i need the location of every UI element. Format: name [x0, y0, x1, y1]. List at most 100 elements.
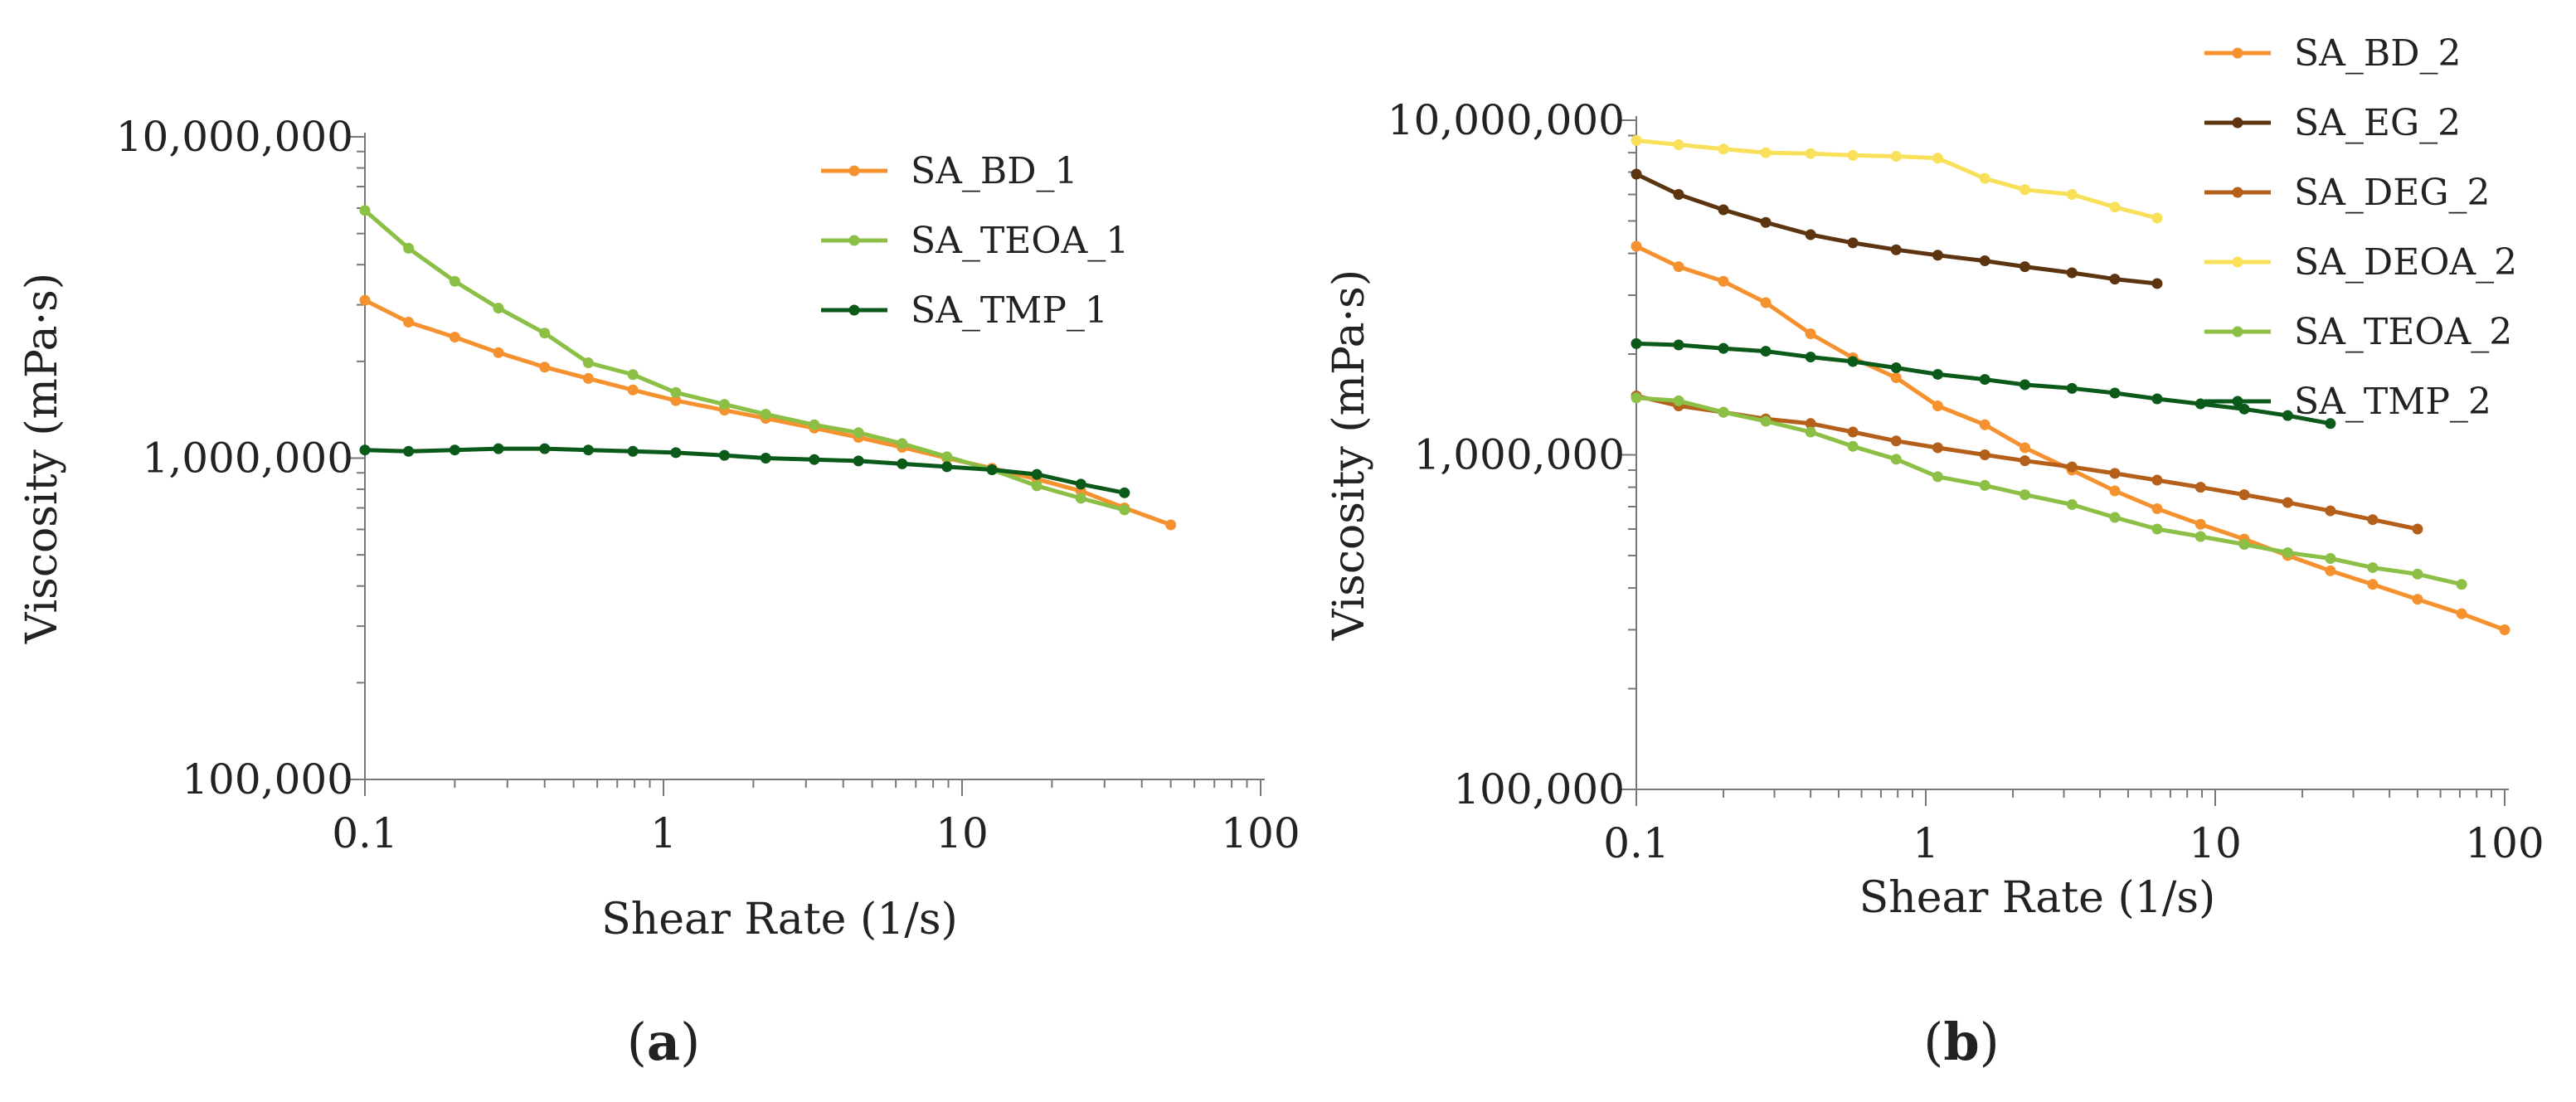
data-point [1119, 487, 1130, 498]
data-point [2325, 505, 2336, 517]
x-tick-label: 0.1 [1603, 819, 1670, 867]
data-point [403, 242, 415, 254]
data-point [1847, 237, 1859, 249]
series-line [1636, 396, 2462, 587]
legend-label: SA_DEG_2 [2294, 172, 2490, 214]
data-point [2066, 382, 2078, 394]
data-point [2367, 579, 2379, 590]
data-point [1932, 153, 1943, 164]
data-point [2066, 461, 2078, 473]
legend-label: SA_TMP_2 [2294, 381, 2491, 423]
chart-panel-a: 100,000 1,000,000 10,000,000 0.1 1 10 100 Shear… [17, 113, 1300, 1072]
data-point [1760, 216, 1772, 228]
data-point [1805, 426, 1816, 438]
data-point [1805, 352, 1816, 363]
legend: SA_BD_2 SA_EG_2 SA_DEG_2 SA_DEOA_2 SA_TEOA_2… [2204, 32, 2517, 423]
x-tick-label: 100 [2465, 819, 2544, 867]
legend-item: SA_DEG_2 [2204, 172, 2490, 214]
legend-item: SA_BD_1 [821, 150, 1078, 192]
data-point [1031, 468, 1043, 480]
data-point [2151, 212, 2163, 224]
data-point [1805, 418, 1816, 430]
data-point [2456, 579, 2467, 590]
legend-item: SA_TEOA_2 [2204, 311, 2512, 353]
series-line [364, 446, 1125, 495]
series-SA_DEOA_2 [1631, 134, 2163, 224]
data-point [1890, 435, 1902, 447]
y-tick-label: 100,000 [182, 755, 353, 803]
data-point [582, 357, 594, 369]
data-point [2066, 499, 2078, 511]
data-point [1718, 406, 1729, 418]
data-point [1979, 449, 1990, 460]
data-point [1932, 442, 1943, 454]
x-tick-label: 10 [936, 809, 989, 857]
data-point [760, 453, 771, 464]
data-point [2499, 624, 2510, 635]
data-point [1673, 139, 1684, 151]
data-point [539, 328, 551, 339]
data-point [853, 427, 864, 439]
data-point [1718, 143, 1729, 155]
data-point [403, 445, 415, 457]
data-point [2456, 608, 2467, 619]
y-axis-label: Viscosity (mPa·s) [1324, 269, 1374, 641]
data-point [1979, 479, 1990, 491]
data-point [2109, 201, 2121, 213]
legend-marker [2232, 256, 2243, 268]
data-point [2238, 538, 2250, 550]
legend-marker [2232, 326, 2243, 337]
data-point [493, 347, 504, 358]
data-point [1847, 149, 1859, 161]
data-point [582, 444, 594, 456]
panel-caption: (b) [1923, 1012, 2000, 1072]
data-point [1847, 356, 1859, 367]
data-point [582, 372, 594, 384]
data-point [359, 294, 371, 306]
x-tick-label: 1 [1913, 819, 1939, 867]
data-point [449, 275, 460, 287]
data-point [670, 386, 682, 398]
legend-label: SA_TMP_1 [911, 289, 1108, 332]
legend-marker [848, 235, 860, 246]
data-point [2325, 565, 2336, 576]
legend-label: SA_TEOA_2 [2294, 311, 2512, 353]
legend-label: SA_TEOA_1 [911, 220, 1129, 262]
legend-item: SA_EG_2 [2204, 102, 2461, 144]
legend-marker [2232, 117, 2243, 129]
data-point [718, 449, 730, 461]
data-point [1932, 250, 1943, 261]
legend-item: SA_TMP_1 [821, 289, 1108, 332]
data-point [2019, 184, 2031, 196]
y-axis-label: Viscosity (mPa·s) [17, 273, 67, 644]
data-point [2109, 512, 2121, 523]
legend: SA_BD_1 SA_TEOA_1 SA_TMP_1 [821, 150, 1129, 332]
y-tick-label: 100,000 [1453, 765, 1625, 813]
series-SA_TMP_1 [359, 443, 1130, 498]
data-point [1979, 172, 1990, 184]
data-point [2019, 455, 2031, 467]
data-point [1890, 454, 1902, 465]
data-point [2019, 489, 2031, 501]
legend-marker [2232, 396, 2243, 407]
data-point [627, 369, 639, 381]
data-point [539, 443, 551, 454]
data-point [2066, 267, 2078, 279]
data-point [1760, 147, 1772, 158]
data-point [1932, 368, 1943, 380]
data-point [1760, 346, 1772, 357]
x-tick-label: 0.1 [332, 809, 398, 857]
data-point [2194, 518, 2206, 530]
data-point [1031, 480, 1043, 492]
data-point [1890, 244, 1902, 255]
data-point [2238, 403, 2250, 415]
data-point [897, 438, 908, 449]
data-point [2109, 485, 2121, 497]
series-SA_TEOA_2 [1631, 392, 2467, 590]
data-point [2367, 562, 2379, 574]
data-point [2282, 546, 2293, 558]
data-point [1631, 392, 1642, 404]
data-point [1673, 189, 1684, 201]
data-point [403, 316, 415, 328]
